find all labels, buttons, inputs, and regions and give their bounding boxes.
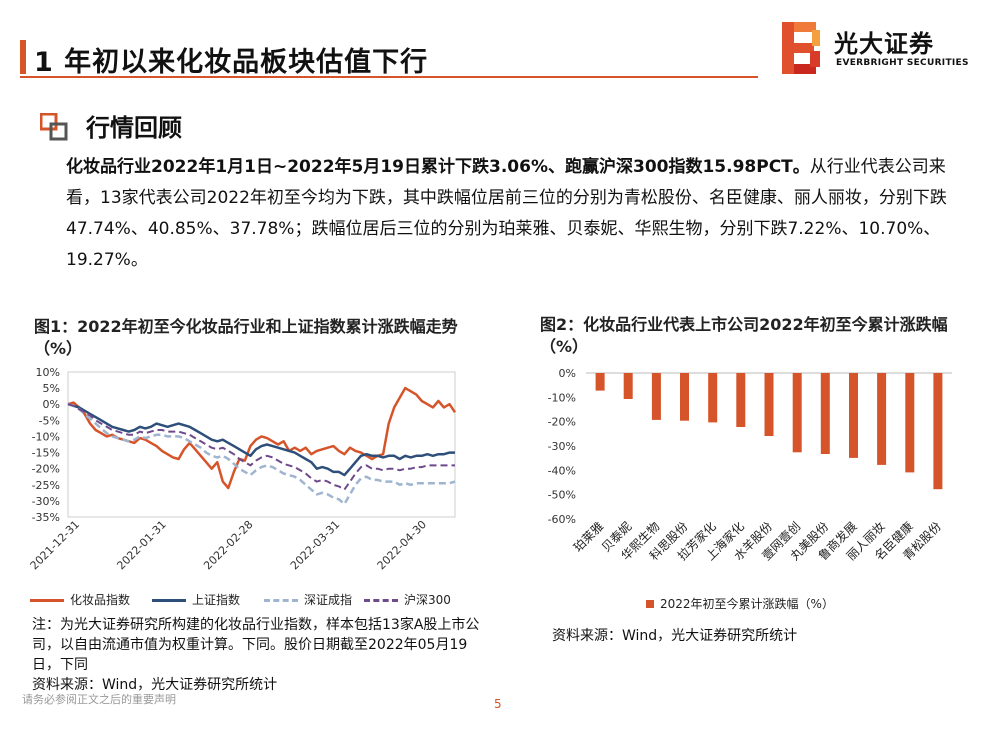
footer-disclaimer: 请务必参阅正文之后的重要声明: [22, 693, 176, 706]
bar: [680, 373, 689, 421]
y-tick-label: -10%: [32, 430, 60, 443]
y-tick-label: -15%: [32, 447, 60, 460]
y-tick-label: -50%: [548, 489, 576, 502]
legend-swatch-bar: [646, 600, 654, 608]
x-tick-label: 2022-04-30: [375, 518, 429, 572]
y-tick-label: -20%: [548, 416, 576, 429]
logo-chinese-name: 光大证券: [834, 30, 934, 58]
series-line-hs300: [67, 403, 455, 491]
bar: [651, 373, 661, 420]
section-title: 行情回顾: [86, 114, 182, 142]
bar: [933, 373, 943, 490]
x-tick-label: 2021-12-31: [28, 518, 82, 572]
bar: [849, 373, 858, 458]
y-tick-label: -60%: [548, 513, 576, 526]
y-tick-label: -10%: [548, 391, 576, 404]
chart1-note: 注：为光大证券研究所构建的化妆品行业指数，样本包括13家A股上市公司，以自由流通…: [32, 615, 482, 695]
legend-swatch-cosmetics: [30, 599, 64, 602]
legend-swatch-shanghai: [152, 599, 186, 602]
page-title: 1 年初以来化妆品板块估值下行: [34, 47, 429, 78]
chart1-note-text: 注：为光大证券研究所构建的化妆品行业指数，样本包括13家A股上市公司，以自由流通…: [32, 617, 480, 673]
x-tick-label: 2022-02-28: [201, 518, 255, 572]
bar: [764, 373, 774, 436]
y-tick-label: -30%: [32, 495, 60, 508]
y-tick-label: -25%: [32, 479, 60, 492]
line-chart: 10% 5% 0% -5% -10% -15% -20% -25% -30% -35%2021-1…: [28, 366, 457, 572]
y-tick-label: -20%: [32, 463, 60, 476]
chart1-title: 图1：2022年初至今化妆品行业和上证指数累计涨跌幅走势（%）: [34, 317, 458, 358]
series-line-cosmetics: [67, 386, 457, 490]
bar: [708, 373, 718, 423]
legend-label-shanghai: 上证指数: [192, 593, 241, 607]
summary-body: 从行业代表公司来看，13家代表公司2022年初至今均为下跌，其中跌幅位居前三位的…: [66, 157, 947, 270]
chart2-legend: 2022年初至今累计涨跌幅（%）: [646, 595, 834, 612]
y-tick-label: 5%: [43, 382, 60, 395]
section-bullet-icon: [40, 113, 68, 141]
logo-english-name: EVERBRIGHT SECURITIES: [836, 58, 969, 68]
company-logo: 光大证券 EVERBRIGHT SECURITIES: [782, 20, 982, 80]
x-tick-label: 2022-03-31: [288, 518, 342, 572]
page-number: 5: [494, 697, 502, 711]
everbright-logo-icon: [782, 22, 820, 74]
bar: [905, 373, 915, 473]
y-tick-label: 10%: [36, 366, 60, 379]
legend-label-shenzhen: 深证成指: [304, 593, 353, 607]
series-line-shenzhen: [67, 402, 456, 506]
chart1-legend: 化妆品指数 上证指数 深证成指 沪深300: [30, 591, 490, 609]
legend-label-bar: 2022年初至今累计涨跌幅（%）: [660, 597, 834, 611]
y-tick-label: -30%: [548, 440, 576, 453]
chart2-source: 资料来源：Wind，光大证券研究所统计: [552, 628, 798, 644]
bar: [820, 373, 830, 454]
plot-frame: [67, 371, 456, 518]
legend-label-hs300: 沪深300: [404, 593, 451, 607]
x-tick-label: 2022-01-31: [114, 518, 168, 572]
y-tick-label: -35%: [32, 511, 60, 524]
chart2-title: 图2：化妆品行业代表上市公司2022年初至今累计涨跌幅（%）: [540, 315, 948, 356]
title-accent-bar: [20, 40, 26, 74]
bar: [736, 373, 746, 427]
bar: [877, 373, 887, 465]
chart1-source: 资料来源：Wind，光大证券研究所统计: [32, 677, 278, 693]
y-tick-label: -5%: [39, 414, 60, 427]
y-tick-label: 0%: [43, 398, 60, 411]
summary-highlight: 化妆品行业2022年1月1日~2022年5月19日累计下跌3.06%、跑赢沪深3…: [66, 157, 810, 177]
summary-paragraph: 化妆品行业2022年1月1日~2022年5月19日累计下跌3.06%、跑赢沪深3…: [66, 152, 976, 276]
bar: [595, 373, 605, 391]
series-line-shanghai: [67, 402, 455, 477]
bar-chart: 0%-10%-20%-30%-40%-50%-60%珀莱雅贝泰妮华熙生物科思股份…: [548, 367, 952, 563]
bar: [623, 373, 633, 399]
title-divider: [20, 76, 758, 78]
bar: [792, 373, 802, 453]
y-tick-label: 0%: [559, 367, 576, 380]
legend-swatch-hs300: [364, 599, 398, 602]
legend-swatch-shenzhen: [264, 599, 298, 602]
legend-label-cosmetics: 化妆品指数: [70, 593, 131, 607]
y-tick-label: -40%: [548, 464, 576, 477]
